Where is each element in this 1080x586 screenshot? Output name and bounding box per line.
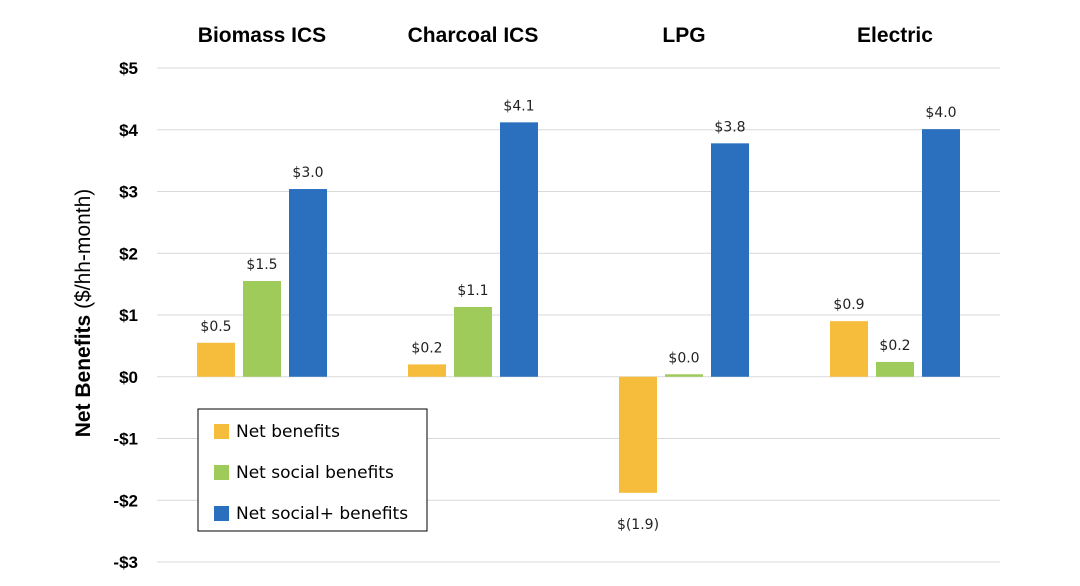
y-axis-label-main: Net Benefits bbox=[72, 315, 95, 438]
bar bbox=[243, 281, 281, 377]
data-label: $0.9 bbox=[833, 297, 864, 313]
bar bbox=[665, 374, 703, 377]
legend-swatch bbox=[214, 424, 229, 439]
bar bbox=[876, 361, 914, 377]
legend: Net benefits Net social benefits Net socia… bbox=[197, 408, 428, 532]
y-tick-label: -$1 bbox=[113, 430, 138, 449]
bar bbox=[500, 122, 538, 377]
legend-entry: Net social benefits bbox=[236, 463, 394, 483]
category-title: Electric bbox=[857, 24, 933, 47]
data-label: $(1.9) bbox=[617, 517, 659, 533]
category-title: Biomass ICS bbox=[198, 24, 326, 47]
y-tick-label: $0 bbox=[119, 368, 138, 387]
data-label: $1.1 bbox=[457, 283, 488, 299]
y-tick-label: -$3 bbox=[113, 553, 138, 572]
bar bbox=[830, 321, 868, 377]
data-label: $0.2 bbox=[411, 340, 442, 356]
bar bbox=[408, 364, 446, 377]
bars bbox=[197, 122, 960, 493]
data-label: $0.5 bbox=[200, 319, 231, 335]
data-label: $0.0 bbox=[668, 350, 699, 366]
bar bbox=[197, 342, 235, 377]
legend-swatch bbox=[214, 465, 229, 480]
legend-box bbox=[197, 408, 428, 532]
y-tick-label: $3 bbox=[119, 183, 138, 202]
y-axis-tick-labels: $5 $4 $3 $2 $1 $0 -$1 -$2 -$3 bbox=[113, 59, 138, 572]
category-titles: Biomass ICS Charcoal ICS LPG Electric bbox=[198, 24, 933, 47]
legend-swatch bbox=[214, 506, 229, 521]
y-tick-label: $2 bbox=[119, 244, 138, 263]
y-tick-label: $4 bbox=[119, 121, 138, 140]
y-axis-label-unit: ($/hh-month) bbox=[72, 189, 95, 315]
data-label: $3.0 bbox=[292, 165, 323, 181]
bar bbox=[619, 376, 657, 493]
data-label: $4.1 bbox=[503, 98, 534, 114]
bar bbox=[711, 143, 749, 377]
bar bbox=[454, 306, 492, 377]
legend-entry: Net social+ benefits bbox=[236, 504, 408, 524]
data-label: $0.2 bbox=[879, 338, 910, 354]
category-title: Charcoal ICS bbox=[408, 24, 539, 47]
data-label: $1.5 bbox=[246, 257, 277, 273]
y-tick-label: $5 bbox=[119, 59, 138, 78]
data-label: $4.0 bbox=[925, 105, 956, 121]
bar bbox=[922, 129, 960, 377]
legend-entry: Net benefits bbox=[236, 422, 340, 442]
data-labels: $0.5 $1.5 $3.0 $0.2 $1.1 $4.1 $(1.9) $0.0 $3.8 $0… bbox=[200, 98, 956, 533]
category-title: LPG bbox=[662, 24, 705, 47]
data-label: $3.8 bbox=[714, 119, 745, 135]
bar bbox=[289, 189, 327, 377]
y-axis-label: Net Benefits ($/hh-month) bbox=[72, 189, 95, 438]
y-tick-label: $1 bbox=[119, 306, 138, 325]
y-tick-label: -$2 bbox=[113, 491, 138, 510]
